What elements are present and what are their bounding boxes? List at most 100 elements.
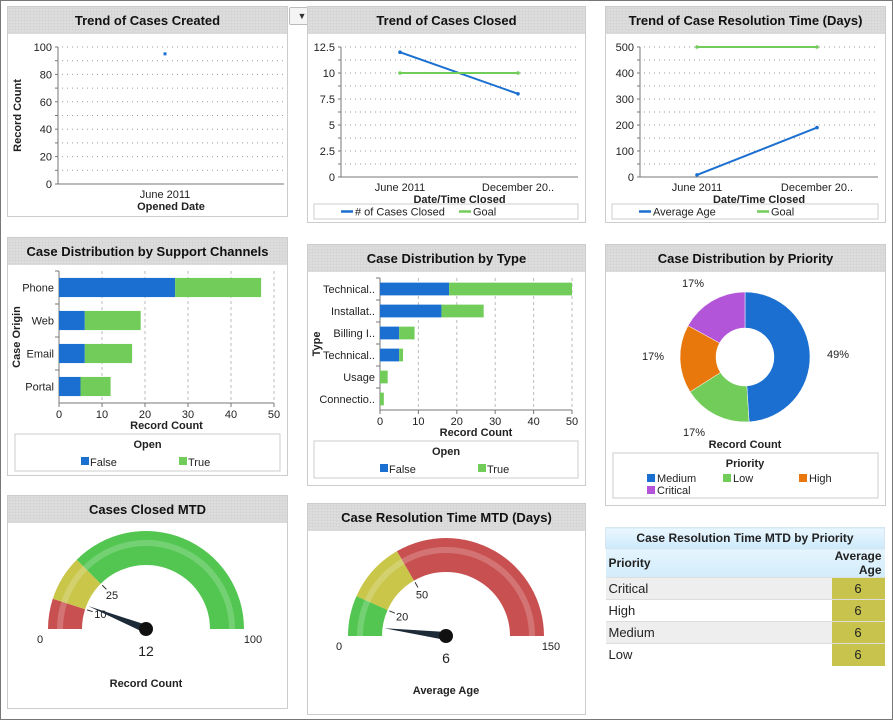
gauge-band [48, 598, 86, 629]
legend-label: # of Cases Closed [355, 207, 445, 219]
gauge-min-label: 0 [37, 634, 43, 646]
gauge-tick-label: 50 [416, 589, 428, 601]
x-tick-label: 0 [56, 409, 62, 421]
legend-title: Open [133, 439, 161, 451]
legend-label: Critical [657, 485, 691, 497]
x-tick-label: 40 [225, 409, 237, 421]
x-axis-title: Record Count [709, 439, 782, 451]
x-tick-label: December 20.. [781, 182, 853, 194]
panel-title: Case Distribution by Support Channels [8, 238, 287, 265]
y-tick-label: Technical.. [323, 350, 375, 362]
legend-swatch [647, 486, 655, 494]
legend-title: Open [432, 446, 460, 458]
bar-false [380, 282, 450, 296]
gauge-label: Record Count [110, 678, 183, 690]
legend-box [14, 433, 281, 472]
table-row: Medium 6 [605, 621, 885, 644]
gauge-needle [384, 628, 447, 640]
panel-title: Trend of Cases Created [8, 7, 287, 34]
bar-true [84, 310, 141, 331]
table-title: Case Resolution Time MTD by Priority [605, 527, 885, 549]
data-point [398, 71, 402, 75]
y-tick-label: 20 [40, 152, 52, 164]
cell-average-age: 6 [831, 599, 885, 622]
y-tick-label: 400 [616, 68, 634, 80]
gauge-tick [414, 582, 419, 588]
y-tick-label: Phone [22, 283, 54, 295]
x-tick-label: June 2011 [672, 182, 723, 194]
x-tick-label: 50 [268, 409, 280, 421]
x-axis-title: Opened Date [137, 201, 205, 213]
gauge-value: 6 [442, 650, 450, 666]
donut-hole [716, 328, 774, 386]
column-header-priority[interactable]: Priority [605, 548, 832, 578]
cell-average-age: 6 [831, 577, 885, 600]
x-tick-label: December 20.. [482, 182, 554, 194]
y-tick-label: 0 [46, 179, 52, 191]
x-tick-label: 0 [377, 416, 383, 428]
y-tick-label: 12.5 [314, 42, 335, 54]
y-tick-label: 100 [34, 42, 52, 54]
legend-label: True [487, 464, 509, 476]
bar-false [380, 348, 400, 362]
data-point [398, 50, 402, 54]
gauge-highlight [83, 540, 235, 630]
gauge-label: Average Age [413, 685, 479, 697]
y-tick-label: 500 [616, 42, 634, 54]
slice-label: 17% [642, 351, 664, 363]
legend-label: Medium [657, 473, 696, 485]
y-tick-label: 60 [40, 97, 52, 109]
bar-false [59, 277, 176, 298]
legend-box [313, 203, 579, 220]
y-tick-label: 10 [323, 68, 335, 80]
series-line-0 [696, 126, 818, 176]
legend-box [313, 440, 579, 479]
panel-title: Cases Closed MTD [8, 496, 287, 523]
legend-label: Goal [473, 207, 496, 219]
legend-box [611, 203, 879, 220]
y-tick-label: 80 [40, 69, 52, 81]
legend-swatch [478, 464, 486, 472]
gauge-band [356, 551, 414, 610]
gauge-hub [439, 629, 453, 643]
y-tick-label: Email [26, 349, 54, 361]
data-point [695, 173, 699, 177]
cell-average-age: 6 [831, 643, 885, 666]
legend-box [612, 452, 879, 499]
pie-slice-critical [687, 291, 746, 344]
panel-title: Trend of Case Resolution Time (Days) [606, 7, 885, 34]
panel-trend-created: Trend of Cases Created [7, 6, 288, 217]
y-tick-label: Usage [343, 372, 375, 384]
gauge-highlight [401, 547, 535, 637]
legend-swatch [380, 464, 388, 472]
y-axis-title: Record Count [12, 79, 24, 152]
gauge-band [76, 531, 244, 629]
legend-label: Low [733, 473, 753, 485]
gauge-highlight [364, 558, 405, 603]
panel-title: Case Distribution by Priority [606, 245, 885, 272]
legend-label: High [809, 473, 832, 485]
gauge-min-label: 0 [336, 641, 342, 653]
legend-title: Priority [726, 458, 765, 470]
triangle-down-icon: ▼ [297, 11, 307, 21]
data-point [516, 92, 520, 96]
x-tick-label: 40 [527, 416, 539, 428]
panel-title: Case Distribution by Type [308, 245, 585, 272]
x-tick-label: June 2011 [140, 189, 191, 201]
x-axis-title: Record Count [130, 420, 203, 432]
bar-true [84, 343, 133, 364]
cell-priority: Low [605, 643, 832, 666]
x-tick-label: June 2011 [375, 182, 426, 194]
table-row: High 6 [605, 599, 885, 622]
panel-trend-closed: Trend of Cases Closed [307, 6, 586, 223]
panel-trend-resolution: Trend of Case Resolution Time (Days) [605, 6, 886, 223]
gauge-tick [86, 609, 93, 613]
x-axis-title: Date/Time Closed [413, 194, 505, 206]
bar-true [380, 370, 388, 384]
y-tick-label: Connectio.. [319, 394, 375, 406]
gauge-tick-label: 20 [396, 611, 408, 623]
column-header-average-age[interactable]: Average Age [831, 548, 885, 578]
bar-true [175, 277, 262, 298]
legend-label: False [389, 464, 416, 476]
gauge-band [397, 538, 544, 636]
